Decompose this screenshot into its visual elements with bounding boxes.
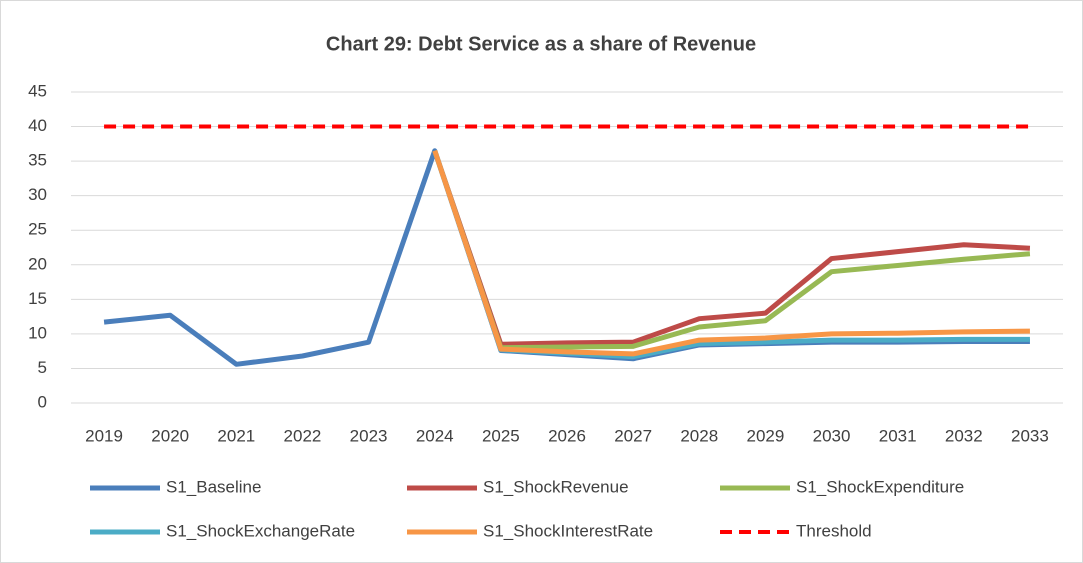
x-tick-label: 2024 bbox=[416, 426, 454, 445]
y-tick-label: 40 bbox=[28, 116, 47, 135]
series-line bbox=[432, 149, 1031, 347]
x-tick-label: 2019 bbox=[85, 426, 123, 445]
x-tick-label: 2022 bbox=[284, 426, 322, 445]
legend-label: S1_ShockExchangeRate bbox=[166, 521, 355, 540]
legend-label: S1_ShockRevenue bbox=[483, 477, 629, 496]
y-tick-label: 5 bbox=[38, 358, 47, 377]
x-tick-label: 2031 bbox=[879, 426, 917, 445]
y-tick-label: 20 bbox=[28, 254, 47, 273]
x-tick-label: 2023 bbox=[350, 426, 388, 445]
y-tick-label: 10 bbox=[28, 323, 47, 342]
x-tick-label: 2021 bbox=[217, 426, 255, 445]
x-tick-label: 2029 bbox=[746, 426, 784, 445]
x-tick-label: 2033 bbox=[1011, 426, 1049, 445]
x-tick-label: 2026 bbox=[548, 426, 586, 445]
y-tick-label: 15 bbox=[28, 289, 47, 308]
series-line bbox=[432, 149, 1030, 357]
y-tick-label: 45 bbox=[28, 81, 47, 100]
series-line bbox=[432, 149, 1031, 351]
legend-label: S1_ShockInterestRate bbox=[483, 521, 653, 540]
x-tick-label: 2025 bbox=[482, 426, 520, 445]
y-tick-label: 0 bbox=[38, 392, 47, 411]
chart-title: Chart 29: Debt Service as a share of Rev… bbox=[326, 33, 756, 55]
y-tick-label: 30 bbox=[28, 185, 47, 204]
legend-label: Threshold bbox=[796, 521, 872, 540]
x-tick-label: 2027 bbox=[614, 426, 652, 445]
legend-label: S1_ShockExpenditure bbox=[796, 477, 964, 496]
x-tick-label: 2028 bbox=[680, 426, 718, 445]
legend-label: S1_Baseline bbox=[166, 477, 261, 496]
y-tick-label: 35 bbox=[28, 151, 47, 170]
x-tick-label: 2020 bbox=[151, 426, 189, 445]
x-tick-label: 2032 bbox=[945, 426, 983, 445]
y-tick-label: 25 bbox=[28, 220, 47, 239]
x-tick-label: 2030 bbox=[813, 426, 851, 445]
